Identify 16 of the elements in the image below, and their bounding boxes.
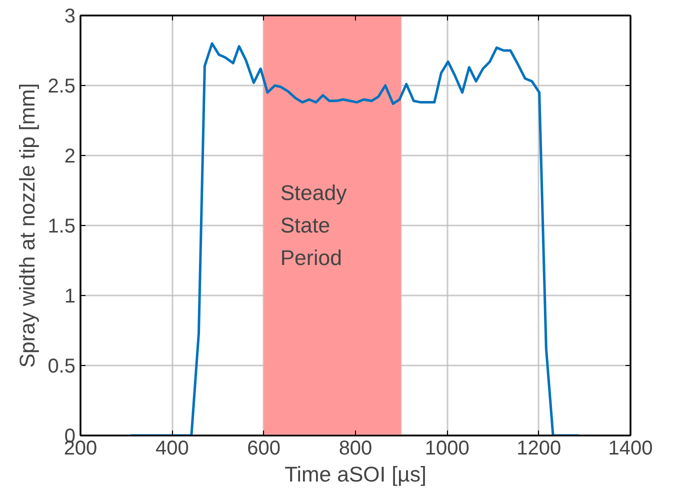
x-tick-label: 1000 bbox=[424, 438, 470, 460]
line-series bbox=[129, 42, 580, 436]
x-tick-label: 800 bbox=[338, 438, 372, 460]
y-axis-title: Spray width at nozzle tip [mm] bbox=[16, 83, 40, 368]
band-label: Steady State Period bbox=[280, 181, 348, 270]
y-tick-label: 1 bbox=[64, 286, 76, 308]
y-tick-label: 0.5 bbox=[48, 356, 76, 378]
y-tick-label: 1.5 bbox=[48, 216, 76, 238]
x-tick-label: 1200 bbox=[516, 438, 562, 460]
x-tick-label: 600 bbox=[247, 438, 281, 460]
y-tick-label: 2 bbox=[64, 146, 76, 168]
y-tick-label: 3 bbox=[64, 6, 76, 28]
x-tick-label: 400 bbox=[155, 438, 189, 460]
y-tick-label: 2.5 bbox=[48, 76, 76, 98]
x-axis-title: Time aSOI [µs] bbox=[284, 462, 426, 486]
x-tick-label: 1400 bbox=[608, 438, 653, 460]
